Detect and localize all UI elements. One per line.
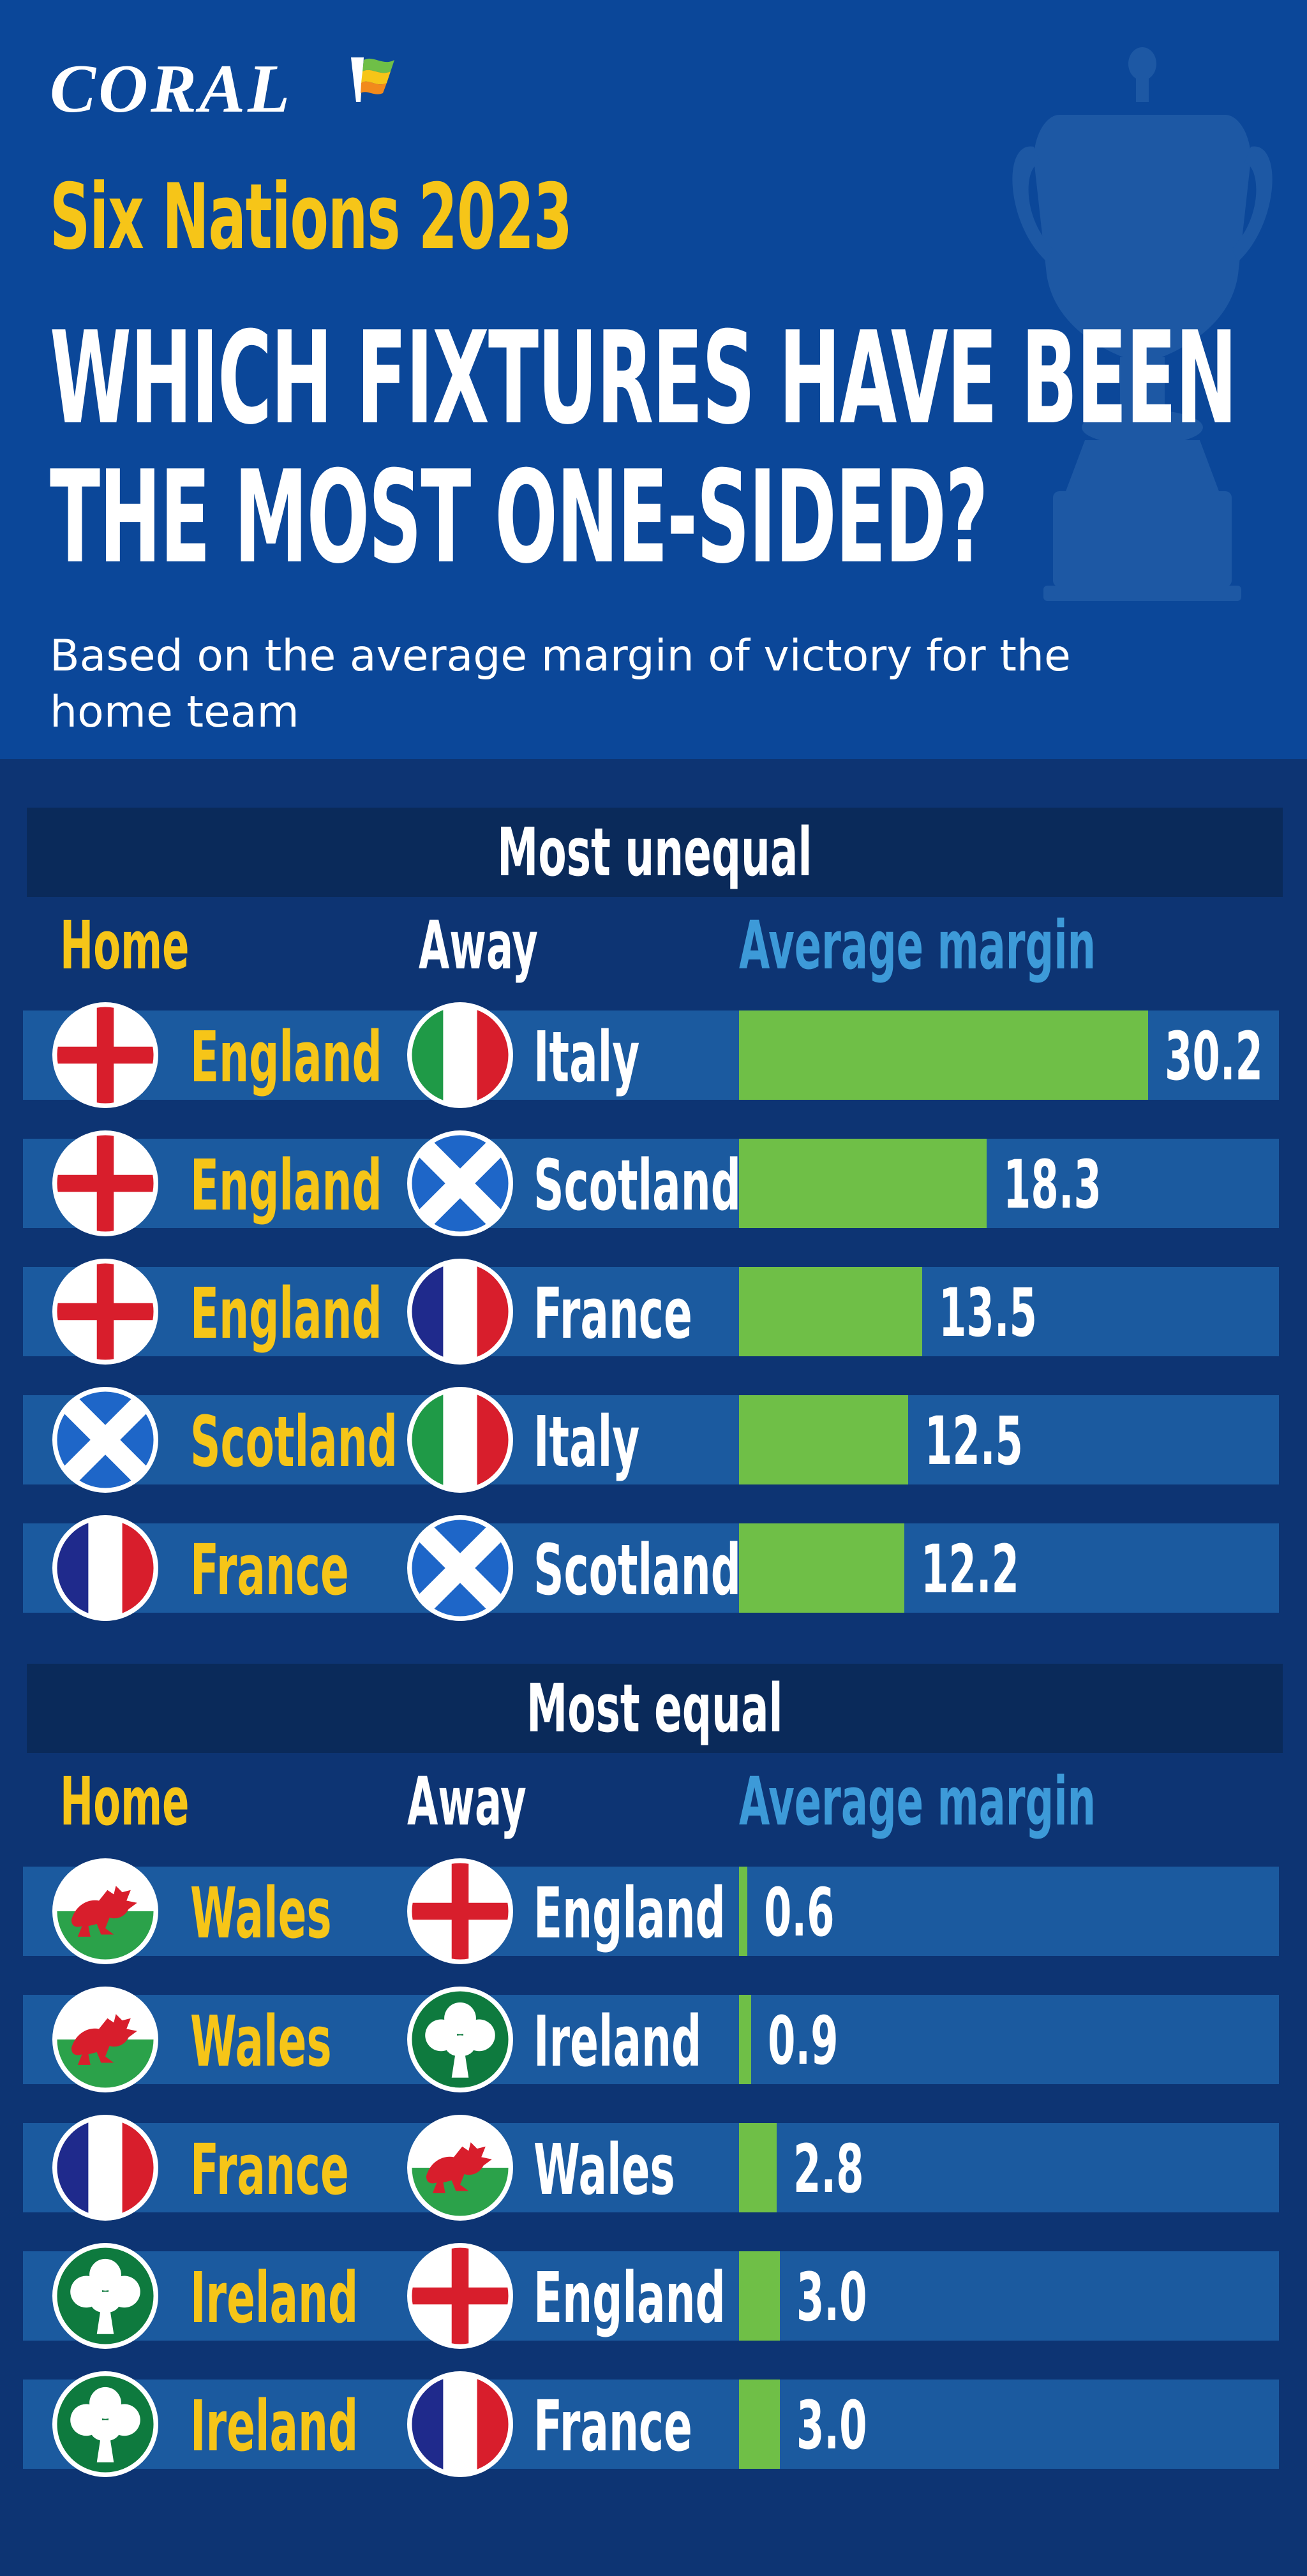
- wales-flag-icon: [407, 2115, 513, 2221]
- away-team-name: Wales: [534, 2129, 675, 2210]
- title-line-2: THE MOST ONE-SIDED?: [50, 443, 989, 592]
- france-flag-icon: [52, 2115, 158, 2221]
- section-heading: Most equal: [27, 1664, 1283, 1753]
- away-team-name: England: [534, 1872, 726, 1954]
- ireland-flag-icon: [52, 2371, 158, 2477]
- away-team-name: Ireland: [534, 2001, 702, 2082]
- home-team-name: Ireland: [190, 2257, 359, 2339]
- section-title: Most unequal: [27, 817, 1283, 888]
- coral-flag-icon: [351, 57, 394, 102]
- pre-title: Six Nations 2023: [50, 165, 572, 270]
- fixture-row: [23, 1395, 1279, 1484]
- column-header-away: Away: [407, 1763, 527, 1840]
- fixture-row: [23, 1523, 1279, 1613]
- subtitle-line-2: home team: [50, 687, 299, 737]
- fixture-row: [23, 1867, 1279, 1956]
- margin-bar: [739, 1523, 904, 1613]
- home-team-name: Ireland: [190, 2385, 359, 2467]
- england-flag-icon: [407, 1858, 513, 1964]
- margin-bar: [739, 2251, 780, 2341]
- scotland-flag-icon: [407, 1130, 513, 1236]
- away-team-name: France: [534, 2385, 692, 2467]
- away-team-name: England: [534, 2257, 726, 2339]
- ireland-flag-icon: [407, 1987, 513, 2092]
- scotland-flag-icon: [407, 1515, 513, 1621]
- column-header-away: Away: [419, 907, 538, 984]
- subtitle: Based on the average margin of victory f…: [50, 628, 1135, 741]
- margin-value-label: 2.8: [793, 2130, 864, 2208]
- margin-bar: [739, 1395, 909, 1484]
- away-team-name: Italy: [534, 1016, 640, 1098]
- coral-logo: CORAL: [50, 51, 293, 127]
- england-flag-icon: [52, 1130, 158, 1236]
- france-flag-icon: [407, 1259, 513, 1365]
- france-flag-icon: [52, 1515, 158, 1621]
- margin-bar: [739, 1010, 1148, 1100]
- column-header-home: Home: [60, 1763, 190, 1840]
- margin-value-label: 3.0: [796, 2387, 867, 2464]
- home-team-name: England: [190, 1273, 382, 1354]
- fixture-row: [23, 1995, 1279, 2084]
- margin-value-label: 18.3: [1003, 1146, 1102, 1224]
- trophy-icon: [1012, 47, 1273, 601]
- england-flag-icon: [52, 1002, 158, 1108]
- section-title-text: Most equal: [527, 1669, 783, 1747]
- margin-bar: [739, 1267, 922, 1356]
- margin-value-label: 13.5: [938, 1274, 1037, 1352]
- home-team-name: England: [190, 1144, 382, 1226]
- fixture-row: [23, 2123, 1279, 2212]
- section-title-text: Most unequal: [497, 813, 812, 891]
- margin-bar: [739, 2380, 780, 2469]
- home-team-name: Scotland: [190, 1401, 398, 1483]
- home-team-name: Wales: [190, 2001, 332, 2082]
- away-team-name: Scotland: [534, 1144, 741, 1226]
- column-header-margin: Average margin: [739, 907, 1096, 984]
- away-team-name: Italy: [534, 1401, 640, 1483]
- margin-value-label: 12.2: [920, 1530, 1019, 1608]
- fixture-row: [23, 2380, 1279, 2469]
- section-title: Most equal: [27, 1673, 1283, 1744]
- margin-bar: [739, 1867, 747, 1956]
- home-team-name: Wales: [190, 1872, 332, 1954]
- home-team-name: France: [190, 1529, 349, 1611]
- england-flag-icon: [52, 1259, 158, 1365]
- home-team-name: France: [190, 2129, 349, 2210]
- scotland-flag-icon: [52, 1387, 158, 1493]
- italy-flag-icon: [407, 1002, 513, 1108]
- column-header-margin: Average margin: [739, 1763, 1096, 1840]
- margin-bar: [739, 2123, 777, 2212]
- section-heading: Most unequal: [27, 808, 1283, 897]
- margin-value-label: 3.0: [796, 2258, 867, 2336]
- wales-flag-icon: [52, 1987, 158, 2092]
- margin-bar: [739, 1139, 987, 1228]
- margin-value-label: 30.2: [1165, 1018, 1263, 1095]
- column-header-home: Home: [60, 907, 190, 984]
- away-team-name: Scotland: [534, 1529, 741, 1611]
- margin-value-label: 0.6: [763, 1874, 835, 1951]
- margin-value-label: 12.5: [925, 1402, 1024, 1480]
- wales-flag-icon: [52, 1858, 158, 1964]
- fixture-row: [23, 1267, 1279, 1356]
- fixture-row: [23, 2251, 1279, 2341]
- italy-flag-icon: [407, 1387, 513, 1493]
- ireland-flag-icon: [52, 2243, 158, 2349]
- fixture-row: [23, 1139, 1279, 1228]
- title-line-1: WHICH FIXTURES HAVE BEEN: [50, 304, 1237, 453]
- home-team-name: England: [190, 1016, 382, 1098]
- france-flag-icon: [407, 2371, 513, 2477]
- page-title: WHICH FIXTURES HAVE BEEN THE MOST ONE-SI…: [50, 304, 1237, 592]
- england-flag-icon: [407, 2243, 513, 2349]
- header-banner: CORAL Six Nations 2023 WHICH FIXTURES HA…: [0, 0, 1307, 759]
- margin-bar: [739, 1995, 752, 2084]
- margin-value-label: 0.9: [768, 2002, 839, 2080]
- subtitle-line-1: Based on the average margin of victory f…: [50, 631, 1071, 681]
- away-team-name: France: [534, 1273, 692, 1354]
